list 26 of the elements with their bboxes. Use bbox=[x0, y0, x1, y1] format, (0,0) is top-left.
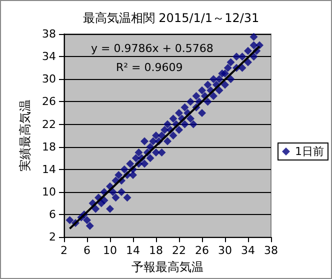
y-axis-title: 実績最高気温 bbox=[18, 100, 32, 172]
x-tick-label: 14 bbox=[126, 244, 140, 258]
chart-title: 最高気温相関 2015/1/1～12/31 bbox=[82, 11, 260, 25]
x-tick-label: 38 bbox=[264, 244, 278, 258]
x-tick-label: 30 bbox=[218, 244, 232, 258]
x-tick-label: 26 bbox=[195, 244, 209, 258]
y-tick-label: 2 bbox=[49, 230, 56, 244]
y-tick-label: 26 bbox=[42, 95, 56, 108]
annotation: R² = 0.9609 bbox=[116, 61, 183, 74]
y-tick-label: 22 bbox=[42, 118, 56, 131]
annotation: y = 0.9786x + 0.5768 bbox=[91, 42, 214, 55]
x-tick-label: 22 bbox=[172, 244, 186, 258]
x-tick-label: 34 bbox=[241, 244, 255, 258]
y-tick-label: 30 bbox=[42, 72, 56, 86]
x-tick-label: 6 bbox=[84, 244, 90, 258]
legend-label: 1日前 bbox=[295, 145, 324, 158]
x-tick-label: 2 bbox=[60, 244, 68, 258]
y-tick-label: 34 bbox=[42, 50, 56, 64]
y-tick-label: 14 bbox=[42, 162, 56, 176]
y-tick-label: 38 bbox=[42, 28, 56, 40]
x-axis-title: 予報最高気温 bbox=[132, 260, 204, 274]
x-tick-label: 10 bbox=[103, 244, 117, 258]
y-tick-label: 10 bbox=[42, 185, 56, 198]
x-tick-label: 18 bbox=[149, 244, 163, 258]
y-tick-label: 6 bbox=[49, 208, 56, 222]
y-tick-label: 18 bbox=[42, 140, 56, 154]
